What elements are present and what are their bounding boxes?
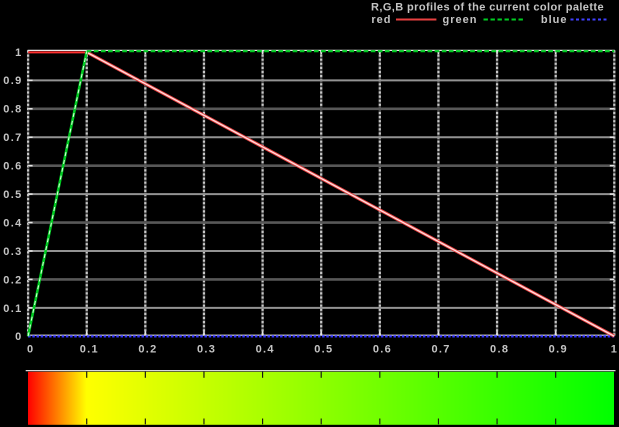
svg-text:0.9: 0.9 xyxy=(549,344,568,356)
svg-text:1: 1 xyxy=(611,344,618,356)
svg-text:0.2: 0.2 xyxy=(3,274,22,286)
svg-text:0.2: 0.2 xyxy=(138,344,157,356)
svg-text:0.9: 0.9 xyxy=(3,75,22,87)
svg-text:1: 1 xyxy=(15,47,22,59)
svg-text:0.8: 0.8 xyxy=(3,104,22,116)
svg-text:0.5: 0.5 xyxy=(3,189,22,201)
svg-text:0.7: 0.7 xyxy=(3,132,22,144)
svg-text:0.4: 0.4 xyxy=(3,217,22,229)
svg-text:0.3: 0.3 xyxy=(197,344,216,356)
svg-text:green: green xyxy=(443,14,478,26)
svg-text:0.3: 0.3 xyxy=(3,246,22,258)
svg-text:0.4: 0.4 xyxy=(256,344,275,356)
svg-text:0.8: 0.8 xyxy=(490,344,509,356)
svg-text:0.1: 0.1 xyxy=(3,303,22,315)
svg-text:0: 0 xyxy=(15,331,22,343)
svg-text:0.5: 0.5 xyxy=(314,344,333,356)
svg-text:red: red xyxy=(371,14,391,26)
svg-text:R,G,B profiles of the current: R,G,B profiles of the current color pale… xyxy=(371,2,604,14)
svg-text:0.6: 0.6 xyxy=(373,344,392,356)
svg-text:blue: blue xyxy=(541,14,568,26)
svg-text:0.7: 0.7 xyxy=(431,344,450,356)
svg-text:0.6: 0.6 xyxy=(3,161,22,173)
svg-text:0: 0 xyxy=(27,344,34,356)
svg-text:0.1: 0.1 xyxy=(80,344,99,356)
